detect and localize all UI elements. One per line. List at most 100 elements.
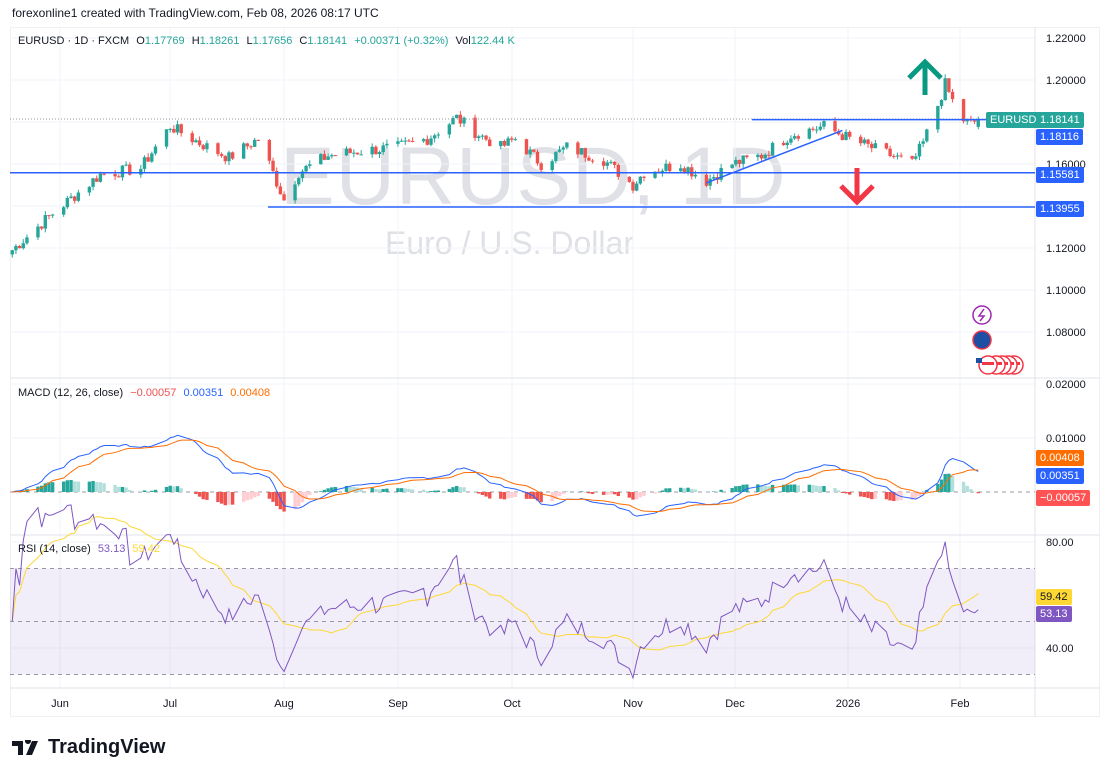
candle-body xyxy=(807,128,811,139)
macd-histogram-bar xyxy=(128,490,132,492)
candle-body xyxy=(664,163,668,171)
macd-histogram-bar xyxy=(172,486,176,492)
rsi-line xyxy=(11,504,979,680)
macd-histogram-bar xyxy=(322,489,327,492)
macd-histogram-bar xyxy=(719,489,723,492)
candle-body xyxy=(480,135,485,137)
candle-body xyxy=(227,152,231,162)
macd-histogram-bar xyxy=(587,492,591,494)
candle-body xyxy=(385,143,389,146)
candle-body xyxy=(811,128,815,130)
macd-histogram-bar xyxy=(76,481,81,492)
macd-histogram-bar xyxy=(532,492,536,499)
macd-badge: 0.00351 xyxy=(1036,468,1084,484)
macd-histogram-bar xyxy=(631,492,635,500)
support-price-badge: 1.15581 xyxy=(1036,167,1084,183)
macd-histogram-bar xyxy=(796,485,800,492)
arrow-down-icon xyxy=(839,168,875,206)
candle-body xyxy=(297,178,301,185)
macd-histogram-bar xyxy=(385,488,389,492)
candle-body xyxy=(550,161,554,170)
candle-body xyxy=(36,226,40,238)
macd-histogram-bar xyxy=(811,485,815,492)
us-flag-canton xyxy=(976,358,982,363)
candle-body xyxy=(293,184,297,201)
candle-body xyxy=(947,78,951,92)
symbol-badge: EURUSD xyxy=(986,112,1041,128)
symbol-legend: EURUSD · 1D · FXCM O1.17769 H1.18261 L1.… xyxy=(18,35,519,47)
macd-histogram-bar xyxy=(297,492,301,507)
symbol-info: EURUSD · 1D · FXCM xyxy=(18,35,130,47)
candle-body xyxy=(506,138,510,146)
macd-histogram-bar xyxy=(429,491,433,492)
candle-body xyxy=(14,245,18,251)
macd-histogram-bar xyxy=(98,482,103,492)
candle-body xyxy=(113,174,117,177)
macd-histogram-bar xyxy=(499,492,503,499)
macd-histogram-bar xyxy=(219,492,224,504)
candle-body xyxy=(532,149,536,152)
macd-histogram-bar xyxy=(252,492,257,498)
x-tick-label: Feb xyxy=(951,698,970,710)
macd-histogram-bar xyxy=(528,492,532,499)
macd-histogram-bar xyxy=(205,492,209,500)
candle-body xyxy=(847,131,852,137)
candle-body xyxy=(745,155,749,158)
candle-body xyxy=(396,141,400,144)
macd-histogram-bar xyxy=(862,492,867,498)
candle-body xyxy=(840,134,845,140)
macd-histogram-bar xyxy=(124,487,128,492)
candle-body xyxy=(601,161,606,166)
candle-body xyxy=(888,148,892,157)
candle-body xyxy=(785,142,789,146)
candle-body xyxy=(873,143,878,149)
x-tick-label: 2026 xyxy=(836,698,860,710)
macd-histogram-bar xyxy=(814,485,819,492)
price-tick-label: 1.22000 xyxy=(1046,33,1086,45)
macd-histogram-bar xyxy=(477,492,481,494)
candle-body xyxy=(451,118,455,125)
candle-body xyxy=(201,145,205,150)
candle-body xyxy=(668,163,672,172)
macd-histogram-bar xyxy=(884,492,889,500)
rsi-legend[interactable]: RSI (14, close) 53.13 59.42 xyxy=(18,543,164,555)
candle-body xyxy=(734,159,738,165)
candle-body xyxy=(278,186,283,195)
macd-histogram-bar xyxy=(61,481,66,492)
candle-body xyxy=(719,167,723,180)
candle-body xyxy=(425,139,429,145)
macd-histogram-bar xyxy=(612,492,617,495)
close-value: C1.18141 xyxy=(299,35,348,47)
macd-histogram-bar xyxy=(102,483,106,492)
rsi-ma-badge: 59.42 xyxy=(1036,589,1072,605)
tradingview-logo[interactable]: TradingView xyxy=(12,736,165,759)
macd-histogram-bar xyxy=(194,492,198,495)
macd-histogram-bar xyxy=(164,486,169,492)
candle-body xyxy=(759,154,764,159)
macd-histogram-bar xyxy=(609,492,613,495)
candle-body xyxy=(271,160,275,171)
rsi-label: RSI (14, close) xyxy=(18,543,91,555)
candle-body xyxy=(429,138,433,145)
candle-body xyxy=(128,164,132,175)
candle-body xyxy=(502,141,507,146)
macd-hist-badge: −0.00057 xyxy=(1036,490,1091,506)
macd-histogram-bar xyxy=(451,487,455,492)
macd-histogram-bar xyxy=(197,492,202,497)
candle-body xyxy=(216,143,220,155)
candle-body xyxy=(866,139,870,144)
macd-histogram-bar xyxy=(789,484,793,492)
candle-body xyxy=(164,129,169,147)
candle-body xyxy=(175,124,180,133)
macd-histogram-bar xyxy=(352,486,356,492)
candle-body xyxy=(65,197,70,208)
candle-body xyxy=(499,141,503,147)
macd-histogram-bar xyxy=(833,488,837,492)
candle-body xyxy=(814,129,819,131)
candle-body xyxy=(899,155,903,157)
macd-legend[interactable]: MACD (12, 26, close) −0.00057 0.00351 0.… xyxy=(18,387,274,399)
macd-signal-badge: 0.00408 xyxy=(1036,450,1084,466)
macd-histogram-bar xyxy=(249,492,253,500)
candle-body xyxy=(205,143,209,150)
